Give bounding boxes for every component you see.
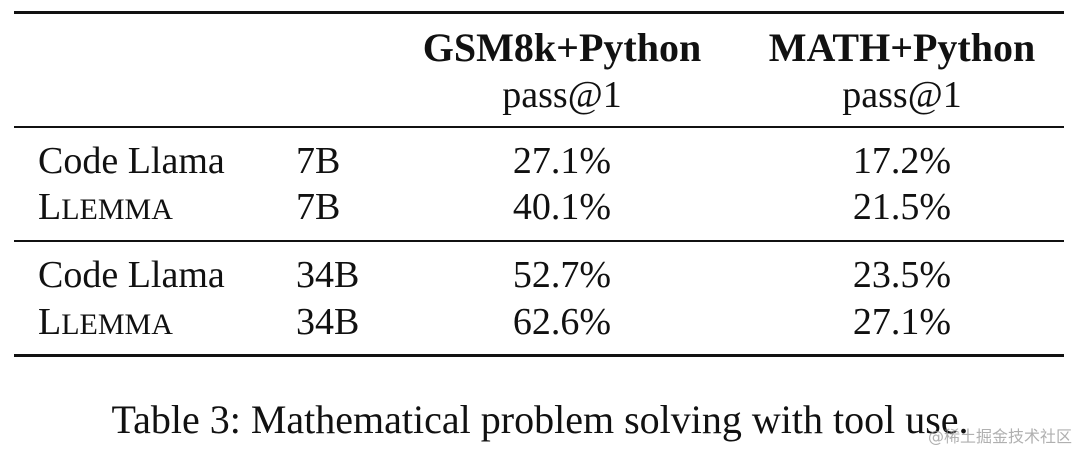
top-rule bbox=[14, 11, 1064, 14]
row-model-size: 34B bbox=[296, 254, 360, 296]
group-rule bbox=[14, 240, 1064, 242]
row-math-value: 17.2% bbox=[852, 140, 952, 182]
row-model-size: 7B bbox=[296, 140, 341, 182]
math-column-subheader: pass@1 bbox=[842, 74, 962, 116]
row-gsm8k-value: 52.7% bbox=[512, 254, 612, 296]
row-math-value: 21.5% bbox=[852, 186, 952, 228]
bottom-rule bbox=[14, 354, 1064, 357]
row-gsm8k-value: 40.1% bbox=[512, 186, 612, 228]
gsm8k-column-subheader: pass@1 bbox=[502, 74, 622, 116]
header-rule bbox=[14, 126, 1064, 128]
gsm8k-column-header: GSM8k+Python bbox=[422, 25, 702, 70]
row-model-size: 34B bbox=[296, 301, 360, 343]
row-model-name: LLEMMA bbox=[38, 186, 173, 228]
math-column-header: MATH+Python bbox=[768, 25, 1036, 70]
row-math-value: 27.1% bbox=[852, 301, 952, 343]
row-model-name: LLEMMA bbox=[38, 301, 173, 343]
row-math-value: 23.5% bbox=[852, 254, 952, 296]
row-model-size: 7B bbox=[296, 186, 341, 228]
row-gsm8k-value: 27.1% bbox=[512, 140, 612, 182]
watermark: @稀土掘金技术社区 bbox=[927, 427, 1072, 446]
row-model-name: Code Llama bbox=[38, 254, 225, 296]
row-model-name: Code Llama bbox=[38, 140, 225, 182]
table-caption: Table 3: Mathematical problem solving wi… bbox=[111, 397, 969, 442]
row-gsm8k-value: 62.6% bbox=[512, 301, 612, 343]
